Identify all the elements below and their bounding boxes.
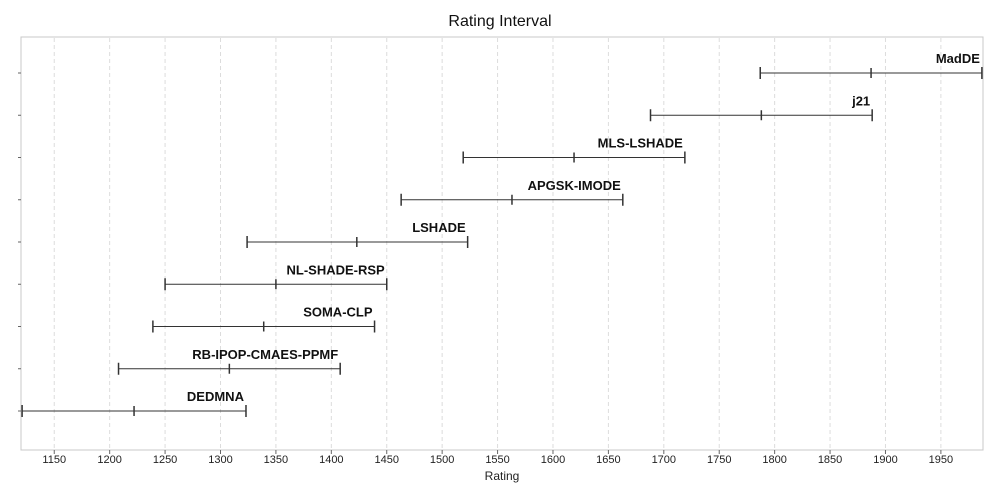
x-tick-label: 1700: [652, 454, 676, 466]
x-tick-label: 1500: [430, 454, 454, 466]
x-tick-label: 1550: [485, 454, 509, 466]
x-tick-label: 1150: [42, 454, 66, 466]
x-tick-label: 1200: [97, 454, 121, 466]
x-tick-label: 1750: [707, 454, 731, 466]
x-axis-label: Rating: [485, 469, 520, 483]
interval-nl-shade-rsp: NL-SHADE-RSP: [164, 262, 388, 291]
x-tick-label: 1450: [374, 454, 398, 466]
x-tick-label: 1950: [929, 454, 953, 466]
x-tick-label: 1600: [541, 454, 565, 466]
x-tick-label: 1650: [596, 454, 620, 466]
interval-label: LSHADE: [412, 220, 466, 235]
interval-dedmna: DEDMNA: [21, 389, 247, 417]
x-tick-label: 1850: [818, 454, 842, 466]
interval-madde: MadDE: [759, 51, 983, 79]
interval-apgsk-imode: APGSK-IMODE: [400, 178, 624, 206]
plot-area: [20, 36, 984, 451]
interval-label: APGSK-IMODE: [528, 178, 622, 193]
x-tick-label: 1800: [762, 454, 786, 466]
interval-rb-ipop-cmaes-ppmf: RB-IPOP-CMAES-PPMF: [117, 347, 341, 375]
y-axis-ticks: [18, 72, 21, 412]
intervals: DEDMNA RB-IPOP-CMAES-PPMF SOMA-CLP NL-SHADE…: [21, 51, 983, 417]
interval-j21: j21: [649, 93, 873, 122]
interval-label: MLS-LSHADE: [598, 136, 684, 151]
x-tick-label: 1300: [208, 454, 232, 466]
interval-label: NL-SHADE-RSP: [287, 262, 386, 277]
interval-soma-clp: SOMA-CLP: [152, 305, 376, 333]
x-tick-label: 1250: [153, 454, 177, 466]
chart-title: Rating Interval: [448, 13, 551, 30]
interval-label: MadDE: [936, 51, 980, 66]
x-tick-label: 1350: [264, 454, 288, 466]
interval-label: DEDMNA: [187, 389, 245, 404]
interval-mls-lshade: MLS-LSHADE: [462, 136, 686, 164]
interval-label: j21: [851, 93, 870, 108]
x-tick-label: 1400: [319, 454, 343, 466]
x-tick-label: 1900: [873, 454, 897, 466]
interval-lshade: LSHADE: [246, 220, 469, 248]
x-axis: 1150 1200 1250 1300 1350 1400 1450 1500 1550 1600…: [42, 450, 953, 466]
grid-lines: [53, 38, 942, 449]
interval-label: RB-IPOP-CMAES-PPMF: [192, 347, 338, 362]
interval-label: SOMA-CLP: [303, 305, 373, 320]
